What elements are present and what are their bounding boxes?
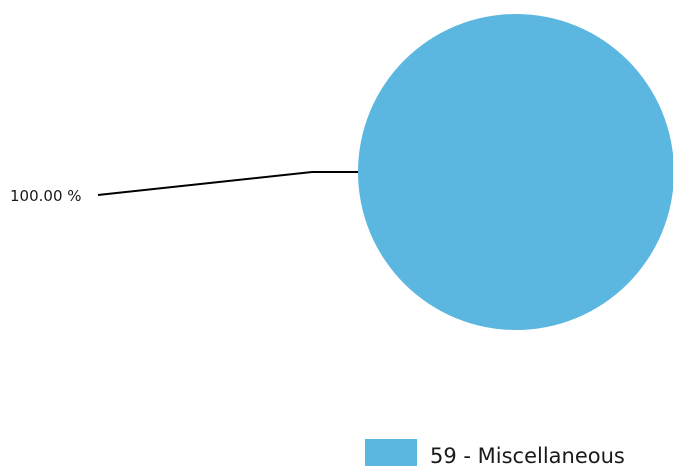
data-label-leader-line (97, 171, 358, 196)
legend-label: 59 - Miscellaneous (430, 444, 625, 466)
legend-swatch (365, 439, 417, 466)
pie-slice-1 (358, 14, 673, 330)
pie-slices (358, 14, 673, 330)
data-label-slice-1: 100.00 % (10, 187, 82, 205)
legend: 59 - Miscellaneous (365, 439, 625, 466)
